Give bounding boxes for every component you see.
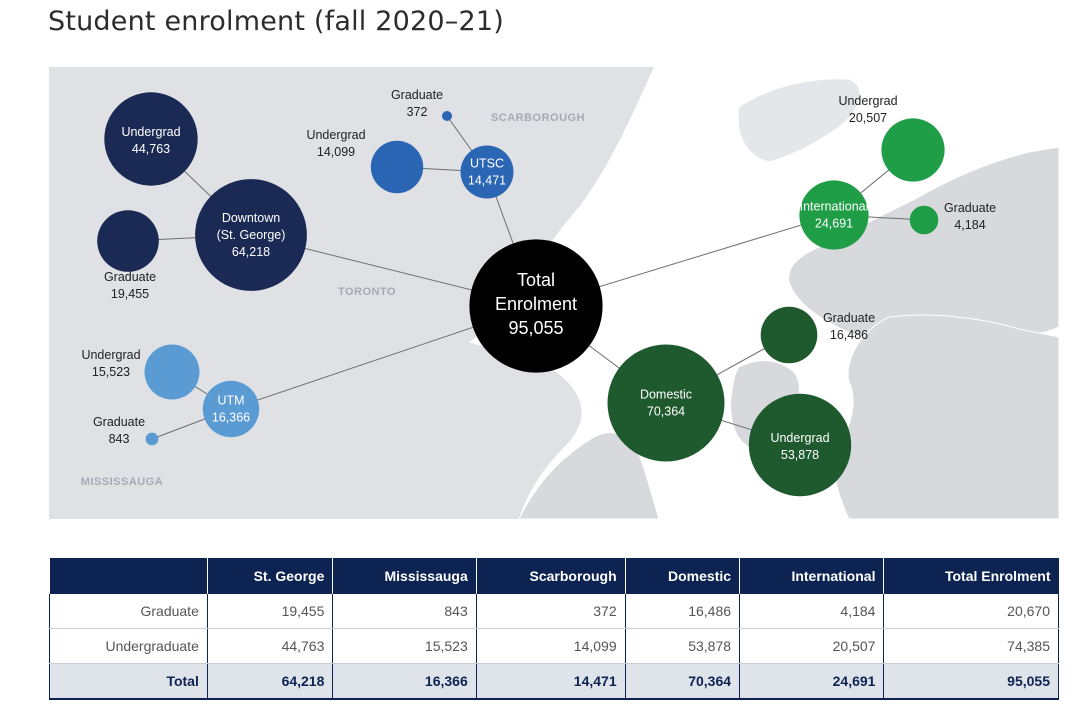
table-cell: 95,055 <box>883 663 1059 700</box>
table-cell: 843 <box>332 594 477 629</box>
domestic-undergrad-bubble <box>748 393 852 497</box>
table-cell: 4,184 <box>739 594 884 629</box>
table-header-cell: St. George <box>206 558 333 594</box>
domestic-label: Domestic 70,364 <box>640 388 692 419</box>
table-cell: 16,366 <box>332 663 477 700</box>
table-cell: Graduate <box>49 594 208 629</box>
st_george-undergrad-bubble <box>104 92 198 186</box>
utsc-undergrad-label: Undergrad 14,099 <box>306 128 365 159</box>
land-east <box>834 314 1059 519</box>
international-undergrad-label: Undergrad 20,507 <box>838 94 897 125</box>
land-south <box>518 432 660 519</box>
st_george-bubble <box>195 179 307 291</box>
bubble-chart-svg: Undergrad 44,763 Graduate 19,455 Downtown (St… <box>81 67 1059 519</box>
st_george-graduate-label: Graduate 19,455 <box>104 270 156 301</box>
table-cell: 15,523 <box>332 628 477 664</box>
map-label-scarborough: SCARBOROUGH <box>491 112 585 124</box>
table-cell: 70,364 <box>624 663 740 700</box>
utsc-graduate-bubble <box>442 111 452 121</box>
map-label-mississauga: MISSISSAUGA <box>81 476 164 488</box>
table-cell: 44,763 <box>206 628 333 664</box>
st_george-graduate-bubble <box>97 210 159 272</box>
utm-graduate-bubble <box>145 432 159 446</box>
total-enrolment-label: Total Enrolment 95,055 <box>495 270 577 338</box>
utm-undergrad-bubble <box>144 344 200 400</box>
table-header-cell: International <box>739 558 884 594</box>
utm-graduate-label: Graduate 843 <box>93 415 145 446</box>
utm-label: UTM 16,366 <box>212 394 250 425</box>
table-cell: 24,691 <box>739 663 884 700</box>
domestic-undergrad-label: Undergrad 53,878 <box>770 431 829 462</box>
international-label: International 24,691 <box>800 200 869 231</box>
table-cell: Total <box>49 663 208 700</box>
table-cell: 16,486 <box>624 594 740 629</box>
utsc-undergrad-bubble <box>370 140 424 194</box>
domestic-bubble <box>607 344 725 462</box>
utsc-bubble <box>460 145 514 199</box>
table-cell: Undergraduate <box>49 628 208 664</box>
table-cell: 74,385 <box>883 628 1059 664</box>
international-graduate-bubble <box>909 205 939 235</box>
st_george-undergrad-label: Undergrad 44,763 <box>121 125 180 156</box>
total-enrolment-bubble <box>469 239 603 373</box>
international-bubble <box>799 180 869 250</box>
utsc-label: UTSC 14,471 <box>468 157 506 188</box>
table-header-cell: Scarborough <box>475 558 626 594</box>
table-header-cell: Domestic <box>624 558 740 594</box>
international-undergrad-bubble <box>881 118 945 182</box>
land-scandinavia <box>737 78 861 163</box>
table-cell: 20,507 <box>739 628 884 664</box>
table-header-cell: Mississauga <box>332 558 477 594</box>
table-cell: 14,099 <box>475 628 626 664</box>
table-cell: 53,878 <box>624 628 740 664</box>
table-header-cell: Total Enrolment <box>883 558 1059 594</box>
table-row: Graduate 19,455 843 372 16,486 4,184 20,… <box>49 594 1059 629</box>
table-total-row: Total 64,218 16,366 14,471 70,364 24,691… <box>49 663 1059 700</box>
enrolment-table: St. George Mississauga Scarborough Domes… <box>49 558 1059 700</box>
st_george-label: Downtown (St. George) 64,218 <box>217 211 286 259</box>
page-title: Student enrolment (fall 2020–21) <box>48 6 504 37</box>
utm-bubble <box>202 380 260 438</box>
table-cell: 20,670 <box>883 594 1059 629</box>
domestic-graduate-bubble <box>760 306 818 364</box>
table-cell: 19,455 <box>206 594 333 629</box>
utm-undergrad-label: Undergrad 15,523 <box>81 348 140 379</box>
enrolment-map-chart: Undergrad 44,763 Graduate 19,455 Downtown (St… <box>49 67 1059 519</box>
map-label-toronto: TORONTO <box>338 286 396 298</box>
table-header-row: St. George Mississauga Scarborough Domes… <box>49 558 1059 594</box>
domestic-graduate-label: Graduate 16,486 <box>823 311 875 342</box>
utsc-graduate-label: Graduate 372 <box>391 88 443 119</box>
table-cell: 64,218 <box>206 663 333 700</box>
table-cell: 372 <box>475 594 626 629</box>
table-cell: 14,471 <box>475 663 626 700</box>
international-graduate-label: Graduate 4,184 <box>944 201 996 232</box>
table-row: Undergraduate 44,763 15,523 14,099 53,87… <box>49 628 1059 664</box>
table-header-cell <box>49 558 208 594</box>
